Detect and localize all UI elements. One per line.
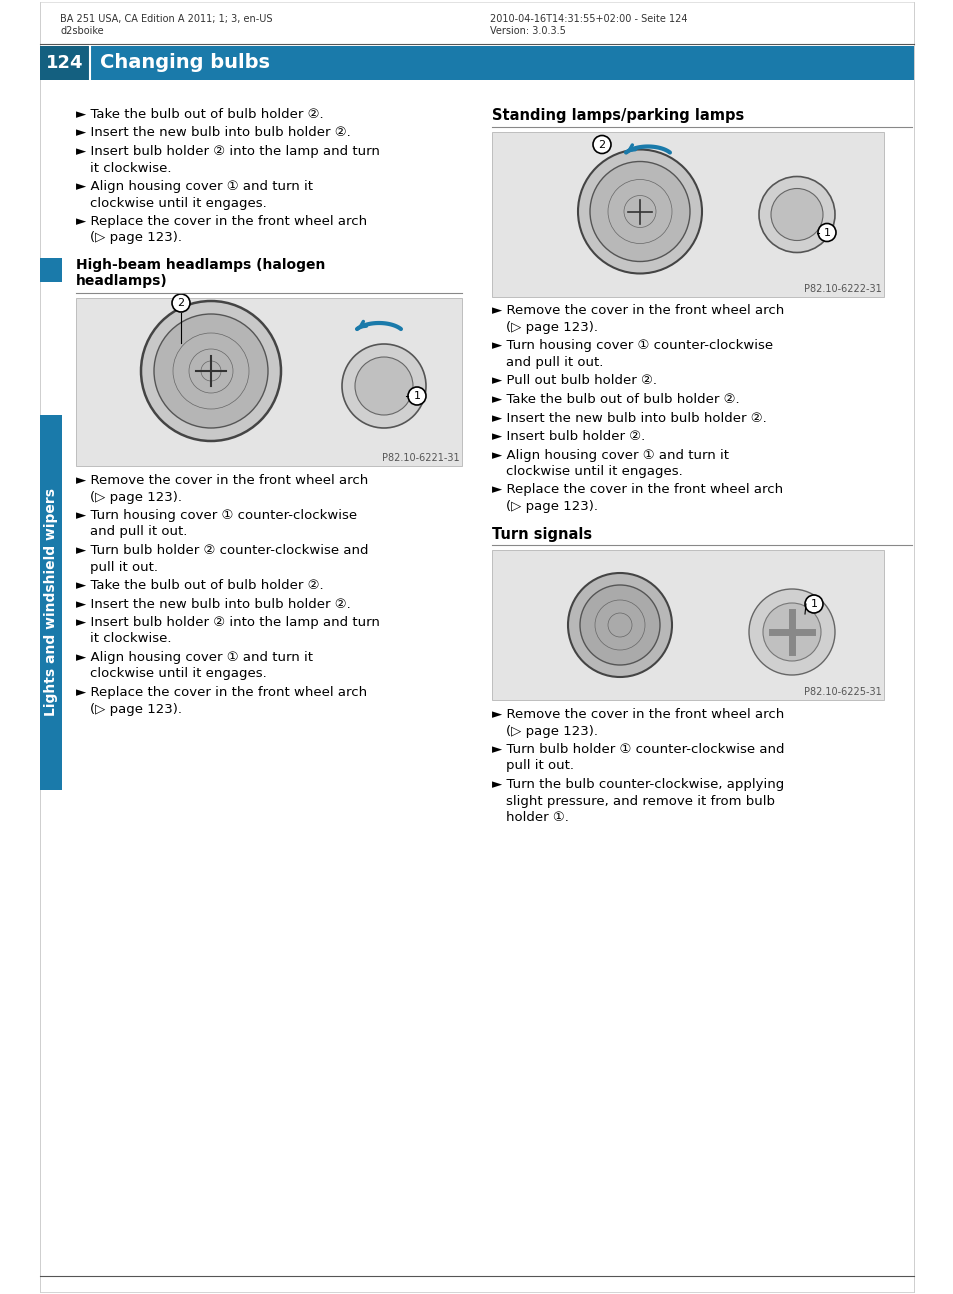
Bar: [492, 132, 883, 296]
Text: pull it out.: pull it out.: [90, 560, 158, 573]
Text: clockwise until it engages.: clockwise until it engages.: [90, 668, 267, 681]
Text: (▷ page 123).: (▷ page 123).: [90, 232, 182, 245]
Text: ► Align housing cover ① and turn it: ► Align housing cover ① and turn it: [76, 180, 313, 193]
Text: and pull it out.: and pull it out.: [505, 356, 602, 369]
Text: 2: 2: [177, 298, 184, 308]
Text: Turn signals: Turn signals: [492, 527, 592, 541]
Bar: [40, 258, 62, 282]
Text: 1: 1: [810, 599, 817, 609]
Bar: [40, 47, 913, 80]
Circle shape: [141, 302, 281, 441]
Text: ► Replace the cover in the front wheel arch: ► Replace the cover in the front wheel a…: [492, 484, 782, 497]
Text: Standing lamps/parking lamps: Standing lamps/parking lamps: [492, 107, 743, 123]
Circle shape: [593, 136, 610, 154]
Circle shape: [579, 585, 659, 665]
Text: clockwise until it engages.: clockwise until it engages.: [505, 465, 682, 477]
Text: ► Remove the cover in the front wheel arch: ► Remove the cover in the front wheel ar…: [76, 474, 368, 487]
Text: ► Take the bulb out of bulb holder ②.: ► Take the bulb out of bulb holder ②.: [76, 107, 323, 122]
Text: holder ①.: holder ①.: [505, 811, 568, 824]
Text: P82.10-6222-31: P82.10-6222-31: [803, 283, 882, 294]
Text: (▷ page 123).: (▷ page 123).: [505, 725, 598, 738]
Text: ► Remove the cover in the front wheel arch: ► Remove the cover in the front wheel ar…: [492, 708, 783, 721]
Circle shape: [355, 357, 413, 415]
Text: ► Pull out bulb holder ②.: ► Pull out bulb holder ②.: [492, 374, 657, 387]
Text: ► Turn bulb holder ② counter-clockwise and: ► Turn bulb holder ② counter-clockwise a…: [76, 543, 368, 556]
Text: ► Insert bulb holder ②.: ► Insert bulb holder ②.: [492, 430, 644, 443]
Text: (▷ page 123).: (▷ page 123).: [90, 703, 182, 716]
Text: slight pressure, and remove it from bulb: slight pressure, and remove it from bulb: [505, 795, 774, 807]
Text: P82.10-6225-31: P82.10-6225-31: [803, 687, 882, 697]
Text: ► Align housing cover ① and turn it: ► Align housing cover ① and turn it: [76, 651, 313, 664]
Text: ► Insert the new bulb into bulb holder ②.: ► Insert the new bulb into bulb holder ②…: [492, 411, 766, 424]
Bar: [40, 47, 90, 80]
Text: ► Insert the new bulb into bulb holder ②.: ► Insert the new bulb into bulb holder ②…: [76, 127, 351, 140]
Text: ► Replace the cover in the front wheel arch: ► Replace the cover in the front wheel a…: [76, 215, 367, 228]
Text: (▷ page 123).: (▷ page 123).: [505, 499, 598, 512]
Text: ► Insert bulb holder ② into the lamp and turn: ► Insert bulb holder ② into the lamp and…: [76, 145, 379, 158]
Text: ► Align housing cover ① and turn it: ► Align housing cover ① and turn it: [492, 449, 728, 462]
Circle shape: [804, 595, 822, 613]
Circle shape: [759, 176, 834, 252]
Text: 2010-04-16T14:31:55+02:00 - Seite 124: 2010-04-16T14:31:55+02:00 - Seite 124: [490, 14, 687, 25]
Text: (▷ page 123).: (▷ page 123).: [505, 321, 598, 334]
Circle shape: [341, 344, 426, 428]
Text: and pull it out.: and pull it out.: [90, 525, 187, 538]
Circle shape: [567, 573, 671, 677]
Text: High-beam headlamps (halogen: High-beam headlamps (halogen: [76, 258, 325, 272]
Text: it clockwise.: it clockwise.: [90, 162, 172, 175]
Text: it clockwise.: it clockwise.: [90, 633, 172, 646]
Circle shape: [578, 150, 701, 273]
Bar: [492, 550, 883, 700]
Text: (▷ page 123).: (▷ page 123).: [90, 490, 182, 503]
Text: Changing bulbs: Changing bulbs: [100, 53, 270, 72]
Text: headlamps): headlamps): [76, 274, 168, 289]
Text: ► Remove the cover in the front wheel arch: ► Remove the cover in the front wheel ar…: [492, 304, 783, 317]
Circle shape: [762, 603, 821, 661]
Circle shape: [172, 294, 190, 312]
Text: ► Turn the bulb counter-clockwise, applying: ► Turn the bulb counter-clockwise, apply…: [492, 778, 783, 791]
Text: ► Take the bulb out of bulb holder ②.: ► Take the bulb out of bulb holder ②.: [76, 578, 323, 591]
Text: ► Insert the new bulb into bulb holder ②.: ► Insert the new bulb into bulb holder ②…: [76, 598, 351, 611]
Text: clockwise until it engages.: clockwise until it engages.: [90, 197, 267, 210]
Text: ► Take the bulb out of bulb holder ②.: ► Take the bulb out of bulb holder ②.: [492, 393, 739, 406]
Text: BA 251 USA, CA Edition A 2011; 1; 3, en-US: BA 251 USA, CA Edition A 2011; 1; 3, en-…: [60, 14, 273, 25]
Text: pull it out.: pull it out.: [505, 760, 574, 773]
Bar: [40, 415, 62, 791]
Text: ► Replace the cover in the front wheel arch: ► Replace the cover in the front wheel a…: [76, 686, 367, 699]
Text: 1: 1: [413, 391, 420, 401]
Circle shape: [770, 189, 822, 241]
Circle shape: [748, 589, 834, 675]
Text: ► Turn housing cover ① counter-clockwise: ► Turn housing cover ① counter-clockwise: [76, 509, 356, 521]
Text: P82.10-6221-31: P82.10-6221-31: [382, 453, 459, 463]
Circle shape: [589, 162, 689, 261]
Text: ► Turn housing cover ① counter-clockwise: ► Turn housing cover ① counter-clockwise: [492, 339, 772, 352]
Text: d2sboike: d2sboike: [60, 26, 104, 36]
Text: 124: 124: [46, 54, 84, 72]
Text: Version: 3.0.3.5: Version: 3.0.3.5: [490, 26, 565, 36]
Text: 2: 2: [598, 140, 605, 150]
Text: 1: 1: [822, 228, 830, 238]
Text: ► Insert bulb holder ② into the lamp and turn: ► Insert bulb holder ② into the lamp and…: [76, 616, 379, 629]
Circle shape: [817, 224, 835, 242]
Bar: [76, 298, 461, 466]
Text: Lights and windshield wipers: Lights and windshield wipers: [44, 489, 58, 717]
Text: ► Turn bulb holder ① counter-clockwise and: ► Turn bulb holder ① counter-clockwise a…: [492, 743, 783, 756]
Circle shape: [153, 314, 268, 428]
Circle shape: [408, 387, 426, 405]
